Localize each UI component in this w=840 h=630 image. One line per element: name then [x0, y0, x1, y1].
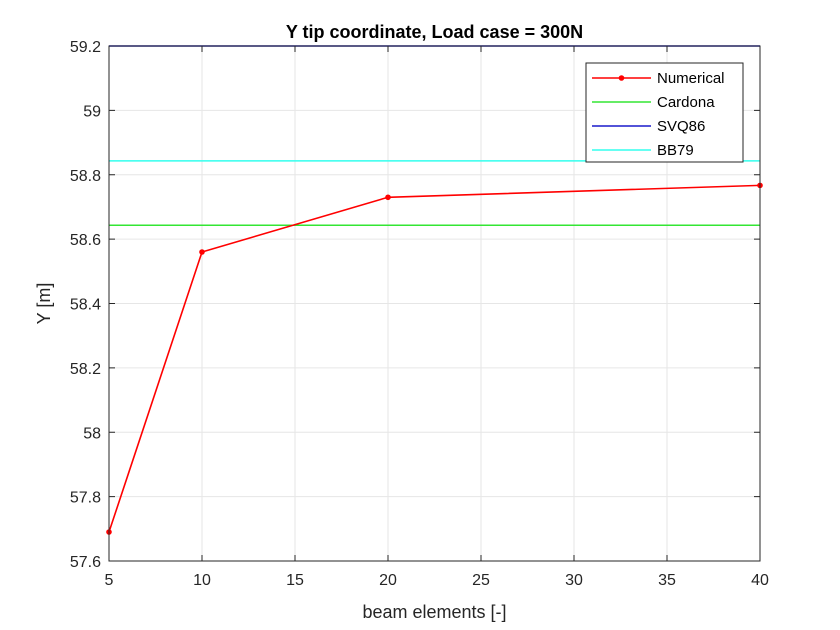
y-tick-label: 57.8	[70, 490, 101, 507]
x-tick-label: 40	[751, 572, 769, 589]
x-tick-label: 35	[658, 572, 676, 589]
legend-box	[585, 62, 744, 163]
x-axis-label: beam elements [-]	[362, 602, 506, 622]
legend-label-numerical: Numerical	[657, 70, 725, 87]
y-tick-label: 58.8	[70, 168, 101, 185]
legend-marker-numerical	[618, 75, 625, 81]
y-tick-label: 58.4	[70, 297, 101, 314]
x-tick-label: 10	[193, 572, 211, 589]
y-tick-label: 59.2	[70, 39, 101, 56]
tick-label-layer: 5 10 15 20 25 30 35 40 57.6 57.8 58 58.2 58.4 58.6 58.…	[70, 39, 769, 589]
chart-title: Y tip coordinate, Load case = 300N	[286, 22, 583, 42]
x-tick-label: 25	[472, 572, 490, 589]
y-tick-label: 58.2	[70, 361, 101, 378]
x-tick-label: 20	[379, 572, 397, 589]
legend-label-cardona: Cardona	[657, 94, 715, 111]
x-tick-label: 15	[286, 572, 304, 589]
legend: Numerical Cardona SVQ86 BB79	[585, 62, 744, 163]
y-tick-label: 58.6	[70, 232, 101, 249]
series-numerical-line	[108, 184, 761, 533]
series-numerical-point	[199, 249, 205, 255]
legend-label-bb79: BB79	[657, 142, 694, 159]
y-tick-label: 58	[83, 425, 101, 442]
tick-layer	[108, 45, 761, 562]
x-tick-label: 5	[105, 572, 114, 589]
y-tick-label: 59	[83, 103, 101, 120]
legend-label-svq86: SVQ86	[657, 118, 705, 135]
y-tick-label: 57.6	[70, 554, 101, 571]
x-tick-label: 30	[565, 572, 583, 589]
y-axis-label: Y [m]	[34, 283, 54, 325]
series-numerical-point	[385, 194, 391, 201]
